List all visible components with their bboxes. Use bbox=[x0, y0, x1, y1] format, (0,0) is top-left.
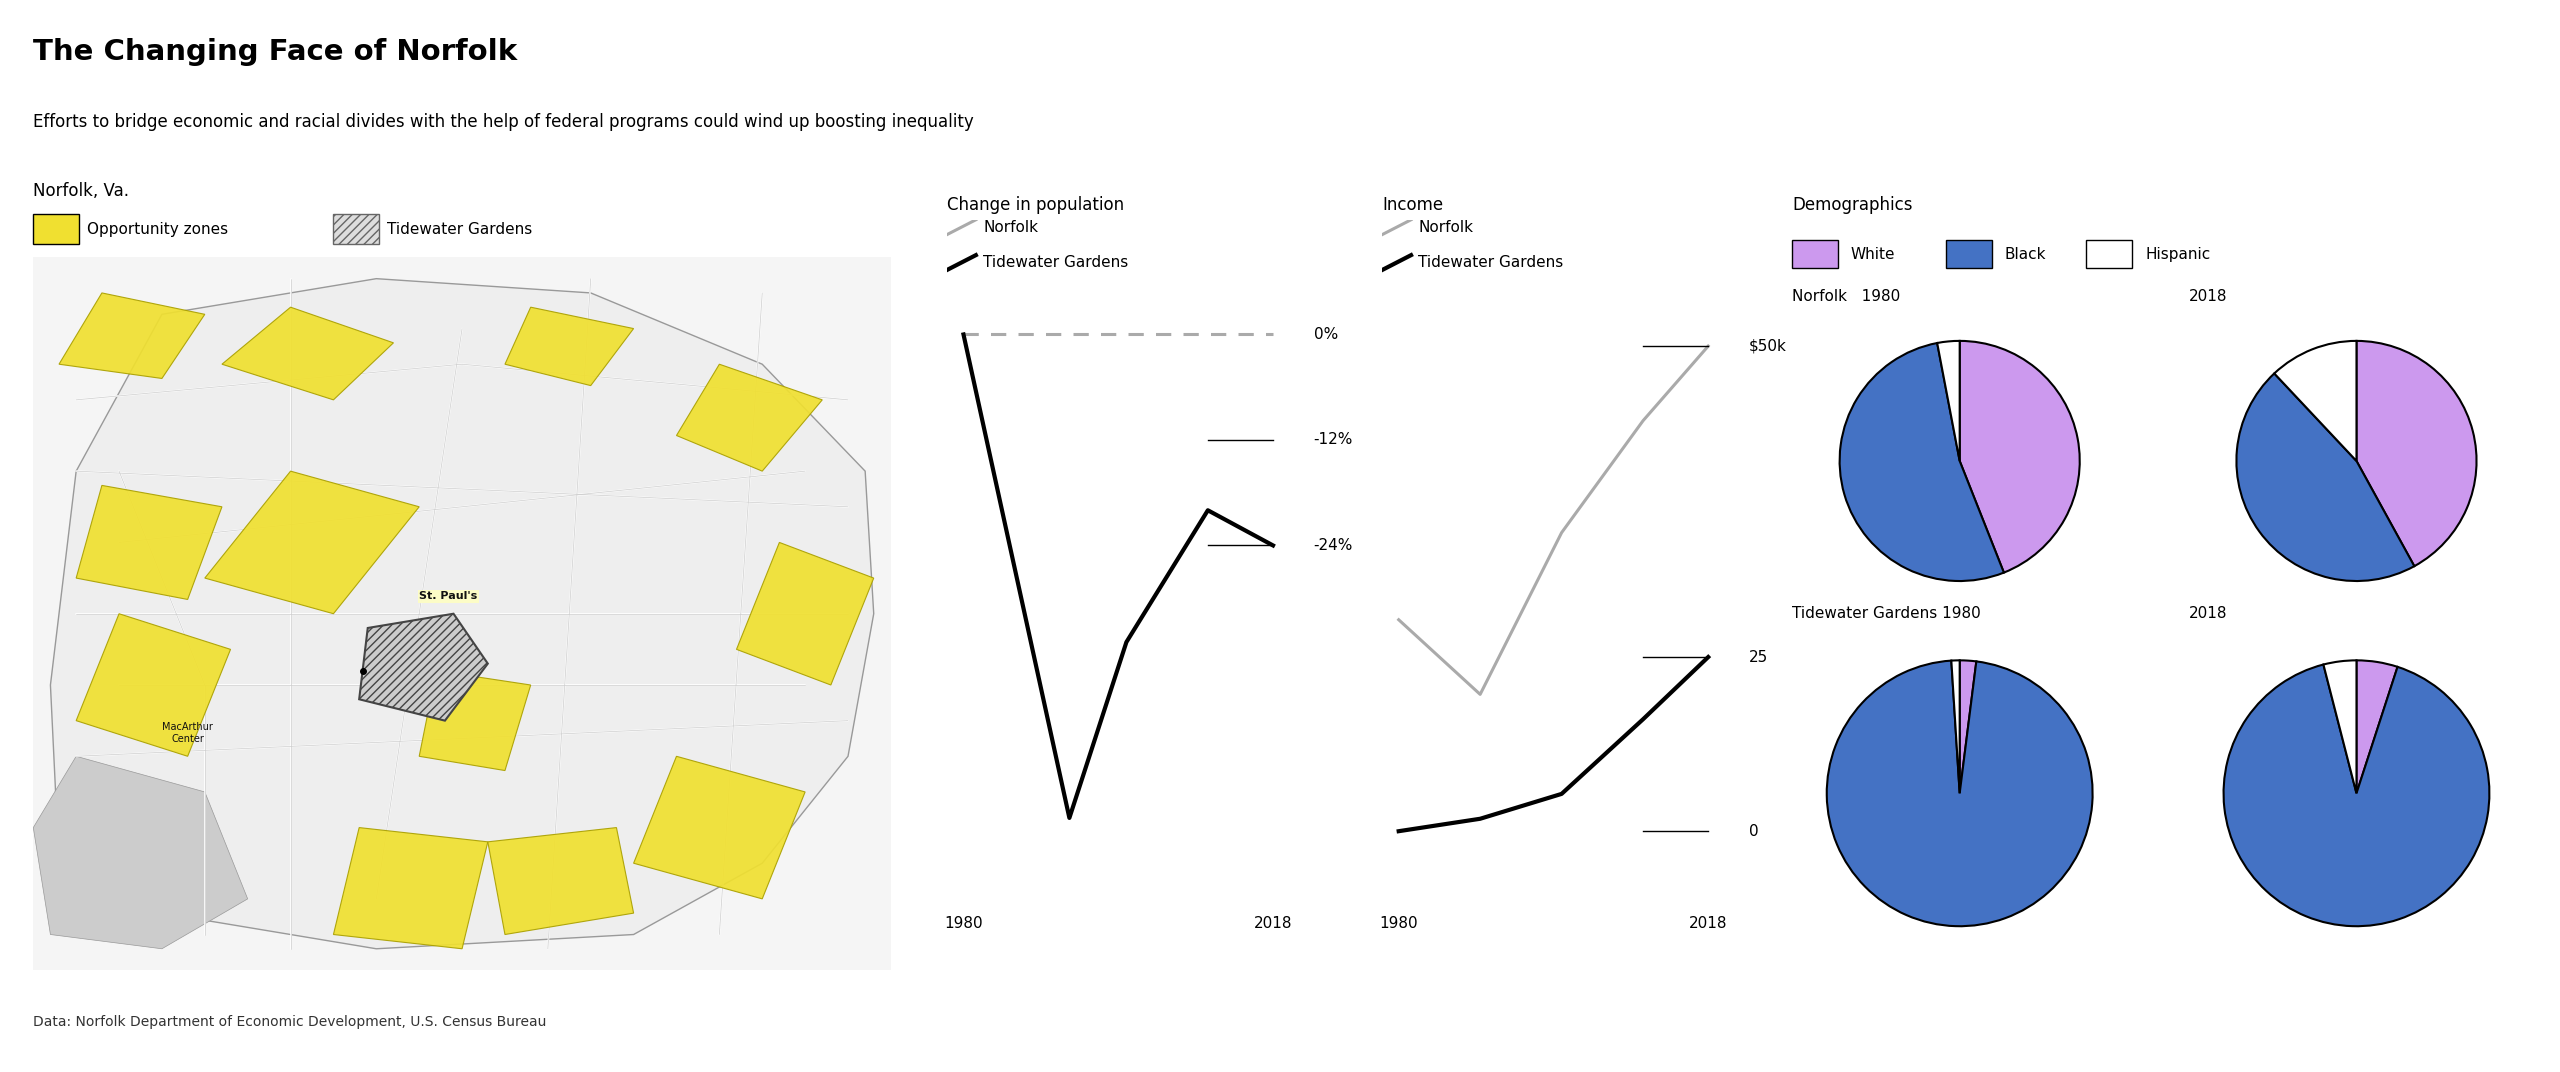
Text: St. Paul's: St. Paul's bbox=[420, 592, 479, 601]
Text: Opportunity zones: Opportunity zones bbox=[87, 222, 228, 237]
Polygon shape bbox=[33, 757, 248, 949]
Polygon shape bbox=[77, 613, 230, 757]
Wedge shape bbox=[2324, 660, 2358, 793]
Wedge shape bbox=[1938, 341, 1961, 461]
Text: Hispanic: Hispanic bbox=[2145, 247, 2209, 262]
Text: 0: 0 bbox=[1748, 823, 1759, 838]
Text: 0%: 0% bbox=[1313, 327, 1339, 342]
Text: Income: Income bbox=[1382, 196, 1444, 214]
Text: Change in population: Change in population bbox=[947, 196, 1124, 214]
Text: MacArthur
Center: MacArthur Center bbox=[161, 723, 212, 744]
Polygon shape bbox=[420, 671, 530, 771]
Text: Norfolk   1980: Norfolk 1980 bbox=[1792, 289, 1900, 304]
Text: 25: 25 bbox=[1748, 650, 1769, 665]
Text: Norfolk: Norfolk bbox=[1418, 220, 1472, 235]
Text: 2018: 2018 bbox=[2189, 606, 2227, 621]
Text: Black: Black bbox=[2004, 247, 2045, 262]
Text: Norfolk: Norfolk bbox=[983, 220, 1037, 235]
Wedge shape bbox=[1841, 343, 2004, 581]
Polygon shape bbox=[333, 828, 489, 949]
Wedge shape bbox=[2355, 660, 2399, 793]
Wedge shape bbox=[2237, 373, 2414, 581]
Polygon shape bbox=[358, 613, 489, 720]
Text: Data: Norfolk Department of Economic Development, U.S. Census Bureau: Data: Norfolk Department of Economic Dev… bbox=[33, 1015, 548, 1029]
Text: $50k: $50k bbox=[1748, 339, 1787, 354]
Text: Efforts to bridge economic and racial divides with the help of federal programs : Efforts to bridge economic and racial di… bbox=[33, 113, 973, 131]
Polygon shape bbox=[223, 308, 394, 400]
Text: -12%: -12% bbox=[1313, 432, 1354, 447]
Polygon shape bbox=[205, 472, 420, 613]
Wedge shape bbox=[1958, 341, 2079, 572]
Text: -24%: -24% bbox=[1313, 538, 1354, 553]
Wedge shape bbox=[2355, 341, 2476, 566]
Wedge shape bbox=[2225, 665, 2488, 926]
Polygon shape bbox=[737, 542, 873, 685]
Text: Tidewater Gardens: Tidewater Gardens bbox=[983, 255, 1129, 270]
Polygon shape bbox=[504, 308, 635, 386]
Wedge shape bbox=[2273, 341, 2358, 461]
Polygon shape bbox=[77, 486, 223, 599]
Wedge shape bbox=[1828, 660, 2092, 926]
Text: The Changing Face of Norfolk: The Changing Face of Norfolk bbox=[33, 38, 517, 65]
Text: 2018: 2018 bbox=[2189, 289, 2227, 304]
Wedge shape bbox=[1958, 660, 1976, 793]
Text: White: White bbox=[1851, 247, 1894, 262]
Wedge shape bbox=[1951, 660, 1961, 793]
Text: Demographics: Demographics bbox=[1792, 196, 1912, 214]
Polygon shape bbox=[59, 293, 205, 378]
Text: Tidewater Gardens: Tidewater Gardens bbox=[1418, 255, 1564, 270]
Text: Tidewater Gardens 1980: Tidewater Gardens 1980 bbox=[1792, 606, 1981, 621]
Polygon shape bbox=[676, 364, 822, 472]
Text: Norfolk, Va.: Norfolk, Va. bbox=[33, 182, 128, 200]
Polygon shape bbox=[635, 757, 806, 898]
Polygon shape bbox=[51, 279, 873, 949]
Polygon shape bbox=[489, 828, 635, 935]
Text: Tidewater Gardens: Tidewater Gardens bbox=[387, 222, 532, 237]
